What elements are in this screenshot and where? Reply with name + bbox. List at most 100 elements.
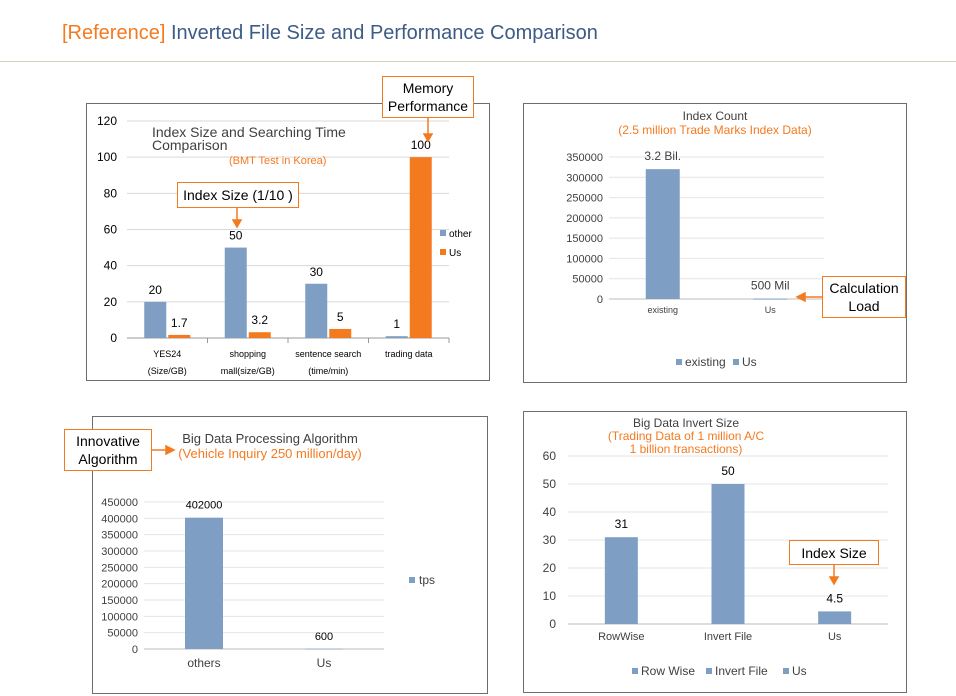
data-label: 3.2: [251, 313, 268, 327]
y-tick-label: 100000: [566, 253, 603, 265]
x-tick-label: Us: [828, 631, 842, 643]
bar: [753, 298, 788, 300]
y-tick-label: 300000: [101, 546, 138, 558]
y-tick-label: 20: [543, 561, 557, 575]
chart-subtitle: (Vehicle Inquiry 250 million/day): [178, 446, 362, 461]
data-label: 5: [337, 310, 344, 324]
callout-index-size: Index Size: [789, 540, 879, 565]
callout-innovative-algorithm: Innovative Algorithm: [64, 429, 152, 471]
data-label: 3.2 Bil.: [644, 149, 681, 163]
legend-swatch: [783, 668, 789, 674]
chart-title: Index Count: [683, 109, 748, 123]
data-label: 20: [149, 283, 163, 297]
legend-label: Row Wise: [641, 664, 695, 678]
data-label: 500 Mil: [751, 279, 790, 293]
reference-tag: [Reference]: [62, 22, 166, 44]
y-tick-label: 150000: [566, 233, 603, 245]
y-tick-label: 10: [543, 589, 557, 603]
y-tick-label: 50000: [107, 628, 138, 640]
x-tick-label: trading data: [385, 349, 433, 359]
callout-index-size-tenth: Index Size (1/10 ): [177, 182, 299, 208]
legend-swatch: [733, 359, 739, 365]
bar: [818, 611, 852, 624]
legend-label: Invert File: [715, 664, 768, 678]
y-tick-label: 80: [104, 186, 118, 200]
data-label: 1: [393, 317, 400, 331]
callout-memory-performance: Memory Performance: [382, 76, 474, 118]
y-tick-label: 350000: [566, 152, 603, 164]
chart-subtitle-line-1: (Trading Data of 1 million A/C: [608, 429, 765, 443]
y-tick-label: 50000: [572, 274, 603, 286]
legend-label: Us: [792, 664, 807, 678]
bar-us: [168, 334, 191, 338]
chart-big-data-processing: 0 50000 100000 150000 200000 250000 300000 3500…: [92, 416, 488, 694]
data-label: 30: [310, 265, 324, 279]
bar: [645, 169, 680, 299]
data-label: 100: [411, 138, 431, 152]
y-tick-label: 150000: [101, 595, 138, 607]
y-tick-label: 200000: [566, 213, 603, 225]
x-tick-label-line-2: (Size/GB): [148, 366, 187, 376]
y-tick-label: 250000: [101, 562, 138, 574]
x-tick-label: existing: [647, 305, 678, 315]
x-tick-label: RowWise: [598, 631, 644, 643]
y-tick-label: 0: [597, 294, 603, 306]
data-label: 31: [615, 517, 629, 531]
legend-swatch-other: [440, 230, 446, 236]
y-tick-label: 20: [104, 295, 118, 309]
callout-calculation-line-1: Calculation: [829, 280, 899, 296]
y-tick-label: 300000: [566, 172, 603, 184]
y-tick-label: 40: [543, 505, 557, 519]
callout-innovative-line-2: Algorithm: [78, 451, 138, 467]
legend-swatch: [632, 668, 638, 674]
y-tick-label: 200000: [101, 579, 138, 591]
legend-swatch-us: [440, 249, 446, 255]
data-label: 4.5: [826, 591, 843, 605]
x-tick-label: Us: [765, 305, 776, 315]
y-tick-label: 400000: [101, 513, 138, 525]
page-title: [Reference] Inverted File Size and Perfo…: [62, 22, 598, 45]
data-label: 600: [315, 631, 333, 643]
callout-calculation-line-2: Load: [848, 298, 880, 314]
chart-subtitle: (2.5 million Trade Marks Index Data): [618, 123, 811, 137]
chart-index-count: 0 50000 100000 150000 200000 250000 300000 3500…: [523, 103, 907, 383]
y-tick-label: 350000: [101, 530, 138, 542]
bar-us: [409, 157, 432, 338]
bar: [604, 537, 638, 624]
x-tick-label: others: [187, 656, 220, 670]
bar-other: [144, 301, 167, 338]
x-tick-label: YES24: [153, 349, 181, 359]
callout-calculation-load: Calculation Load: [822, 276, 906, 318]
callout-memory-line-1: Memory: [402, 80, 454, 96]
legend-label: other: [449, 229, 472, 240]
callout-memory-line-2: Performance: [387, 98, 469, 114]
y-tick-label: 40: [104, 259, 118, 273]
y-tick-label: 450000: [101, 497, 138, 509]
bar-other: [305, 283, 328, 338]
y-tick-label: 30: [543, 533, 557, 547]
bar-other: [385, 336, 408, 338]
y-tick-label: 100000: [101, 611, 138, 623]
page-title-text: Inverted File Size and Performance Compa…: [170, 22, 598, 44]
y-tick-label: 50: [543, 477, 557, 491]
bar: [185, 517, 223, 649]
x-tick-label: sentence search: [295, 349, 361, 359]
chart-title: Big Data Invert Size: [633, 416, 739, 430]
chart-title-line-1: Index Size and Searching Time: [152, 124, 346, 140]
chart-3-svg: 0 50000 100000 150000 200000 250000 300000 3500…: [101, 431, 435, 670]
title-divider: [0, 61, 956, 62]
legend-label: existing: [685, 355, 726, 369]
callout-innovative-line-1: Innovative: [76, 433, 140, 449]
legend-label: tps: [419, 573, 435, 587]
y-tick-label: 60: [543, 449, 557, 463]
chart-index-size-search-time: 0 20 40 60 80 100 120 Index Size and Searching …: [86, 103, 490, 381]
bar: [711, 484, 745, 624]
data-label: 50: [229, 229, 243, 243]
legend-swatch: [676, 359, 682, 365]
x-tick-label-line-2: mall(size/GB): [221, 366, 275, 376]
x-tick-label-line-2: (time/min): [308, 366, 348, 376]
y-tick-label: 250000: [566, 193, 603, 205]
y-tick-label: 0: [132, 644, 138, 656]
bar: [305, 648, 343, 650]
y-tick-label: 120: [97, 114, 117, 128]
